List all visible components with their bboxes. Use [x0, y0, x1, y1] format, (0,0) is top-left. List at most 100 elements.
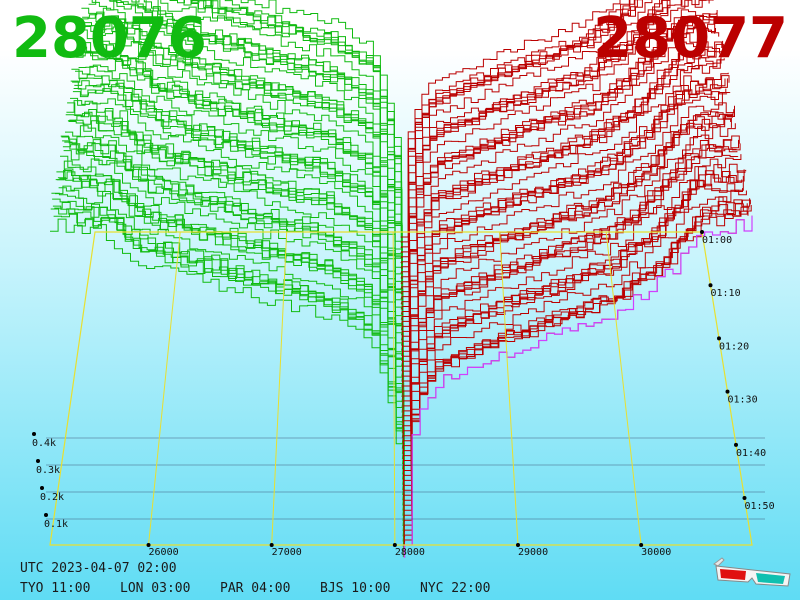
ask-depth-line — [402, 58, 725, 377]
ask-depth-line — [403, 154, 742, 486]
bid-depth-line — [177, 0, 402, 243]
bid-depth-line — [76, 44, 403, 367]
par-time: PAR 04:00 — [220, 581, 291, 596]
bid-depth-line — [75, 65, 404, 377]
depth-tick-label: 0.1k — [44, 519, 68, 530]
ask-depth-line — [402, 88, 727, 388]
price-tick-label: 27000 — [272, 547, 302, 558]
price-tick-label: 29000 — [518, 547, 548, 558]
ask-depth-line — [403, 196, 751, 548]
bid-depth-line — [71, 68, 404, 403]
depth-tick-mark — [40, 486, 44, 490]
price-gridline — [392, 231, 396, 546]
bid-depth-line — [81, 7, 403, 331]
bid-depth-line — [80, 13, 403, 336]
ask-depth-line — [401, 0, 638, 264]
price-tick-label: 28000 — [395, 547, 425, 558]
ask-depth-line — [401, 0, 631, 259]
bid-depth-line — [50, 207, 405, 552]
bid-depth-line — [57, 177, 405, 501]
ask-depth-line — [401, 14, 719, 336]
bid-depth-line — [63, 149, 404, 460]
price-tick-mark — [392, 543, 397, 547]
ask-depth-line — [401, 0, 653, 269]
bid-depth-line — [131, 0, 403, 274]
utc-time: UTC 2023-04-07 02:00 — [20, 561, 177, 576]
bid-depth-line — [75, 42, 403, 372]
price-gridline — [271, 231, 288, 546]
lon-time: LON 03:00 — [120, 581, 191, 596]
time-tick-label: 01:10 — [711, 288, 741, 299]
bid-depth-line — [72, 74, 404, 398]
price-gridline — [605, 231, 642, 546]
bid-depth-line — [52, 198, 405, 542]
time-tick-label: 01:40 — [736, 448, 766, 459]
bid-depth-line — [66, 100, 404, 439]
time-tick-label: 01:20 — [719, 341, 749, 352]
bid-depth-line — [65, 109, 404, 444]
ask-depth-line — [402, 72, 729, 403]
price-gridline — [148, 231, 181, 546]
price-tick-label: 26000 — [149, 547, 179, 558]
bid-depth-line — [58, 180, 405, 496]
nyc-time: NYC 22:00 — [420, 581, 491, 596]
bid-depth-line — [55, 170, 405, 516]
bid-depth-line — [70, 80, 404, 408]
depth-tick-label: 0.2k — [40, 492, 64, 503]
3d-glasses-icon[interactable] — [712, 556, 794, 590]
bid-depth-line — [182, 0, 402, 264]
bid-depth-line — [60, 155, 405, 485]
ask-depth-line — [401, 12, 717, 326]
ask-depth-line — [403, 189, 747, 522]
ask-depth-line — [402, 92, 731, 414]
price-tick-mark — [146, 543, 151, 547]
time-tick-mark — [725, 389, 730, 394]
time-tick-mark — [742, 496, 747, 501]
bid-depth-line — [91, 0, 403, 305]
ask-depth-line — [402, 123, 736, 450]
price-tick-mark — [516, 543, 520, 547]
bid-depth-line — [77, 44, 403, 362]
chart-labels: 0.1k 0.2k 0.3k 0.4k 26000 27000 28000 29000 3000… — [32, 230, 775, 558]
time-tick-label: 01:50 — [745, 501, 775, 512]
bid-depth-line — [135, 0, 403, 300]
bid-depth-line — [55, 185, 405, 521]
bid-depth-line — [160, 0, 403, 269]
time-tick-mark — [700, 230, 704, 234]
ask-depth-line — [403, 147, 739, 465]
bid-depth-line — [51, 192, 405, 547]
tyo-time: TYO 11:00 — [20, 581, 91, 596]
bid-depth-line — [70, 97, 404, 413]
ask-depth-line — [401, 0, 683, 285]
time-tick-mark — [708, 283, 713, 288]
bjs-time: BJS 10:00 — [320, 581, 391, 596]
ask-depth-line — [401, 46, 720, 346]
ask-depth-line — [400, 0, 635, 238]
depth-tick-mark — [36, 459, 40, 463]
bid-depth-line — [77, 52, 403, 356]
price-gridline — [499, 231, 519, 546]
bid-depth-line — [65, 125, 404, 449]
bid-depth-line — [240, 0, 402, 233]
bid-depth-line — [196, 0, 402, 259]
ask-front-line — [403, 215, 753, 558]
ask-depth-line — [402, 105, 735, 444]
bid-depth-line — [62, 144, 404, 465]
ask-depth-line — [403, 163, 746, 512]
price-tick-label: 30000 — [641, 547, 671, 558]
ask-depth-line — [402, 78, 726, 383]
ask-depth-line — [402, 43, 724, 372]
ask-depth-line — [403, 143, 741, 481]
ask-depth-line — [403, 203, 752, 553]
ask-depth-line — [402, 78, 728, 398]
bid-depth-line — [69, 111, 404, 418]
bid-depth-line — [72, 88, 404, 392]
ask-depth-line — [401, 0, 714, 305]
bid-depth-line — [53, 212, 405, 532]
ask-depth-line — [403, 169, 747, 517]
bid-depth-line — [80, 29, 403, 341]
bid-depth-line — [54, 202, 405, 527]
ask-depth-line — [401, 29, 720, 341]
bid-depth-line — [190, 0, 402, 253]
